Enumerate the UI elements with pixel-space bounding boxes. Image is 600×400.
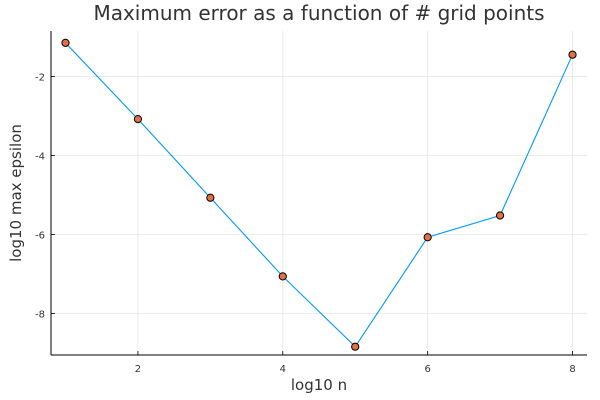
data-point [495,211,505,220]
data-point [61,38,70,47]
series [61,38,577,351]
y-tick-label: -4 [35,151,45,162]
x-tick-label: 4 [280,364,286,375]
x-tick-label: 8 [569,364,575,375]
data-point [568,50,577,59]
y-tick-label: -2 [35,72,45,83]
y-axis-label: log10 max epsilon [7,124,25,262]
y-tick-label: -6 [35,230,45,241]
x-tick-label: 2 [135,364,141,375]
x-axis-label: log10 n [291,376,347,394]
data-point [206,193,215,202]
data-point [278,272,287,281]
data-point [133,115,143,124]
y-tick-label: -8 [35,310,45,321]
series-line [65,42,574,348]
data-point [423,233,432,242]
data-point [351,342,360,351]
ticks: 2 4 6 8 -8 -6 -4 -2 [35,72,576,375]
x-tick-label: 6 [424,364,430,375]
axes [50,31,587,356]
chart-title: Maximum error as a function of # grid po… [93,1,544,25]
grid [51,31,587,355]
